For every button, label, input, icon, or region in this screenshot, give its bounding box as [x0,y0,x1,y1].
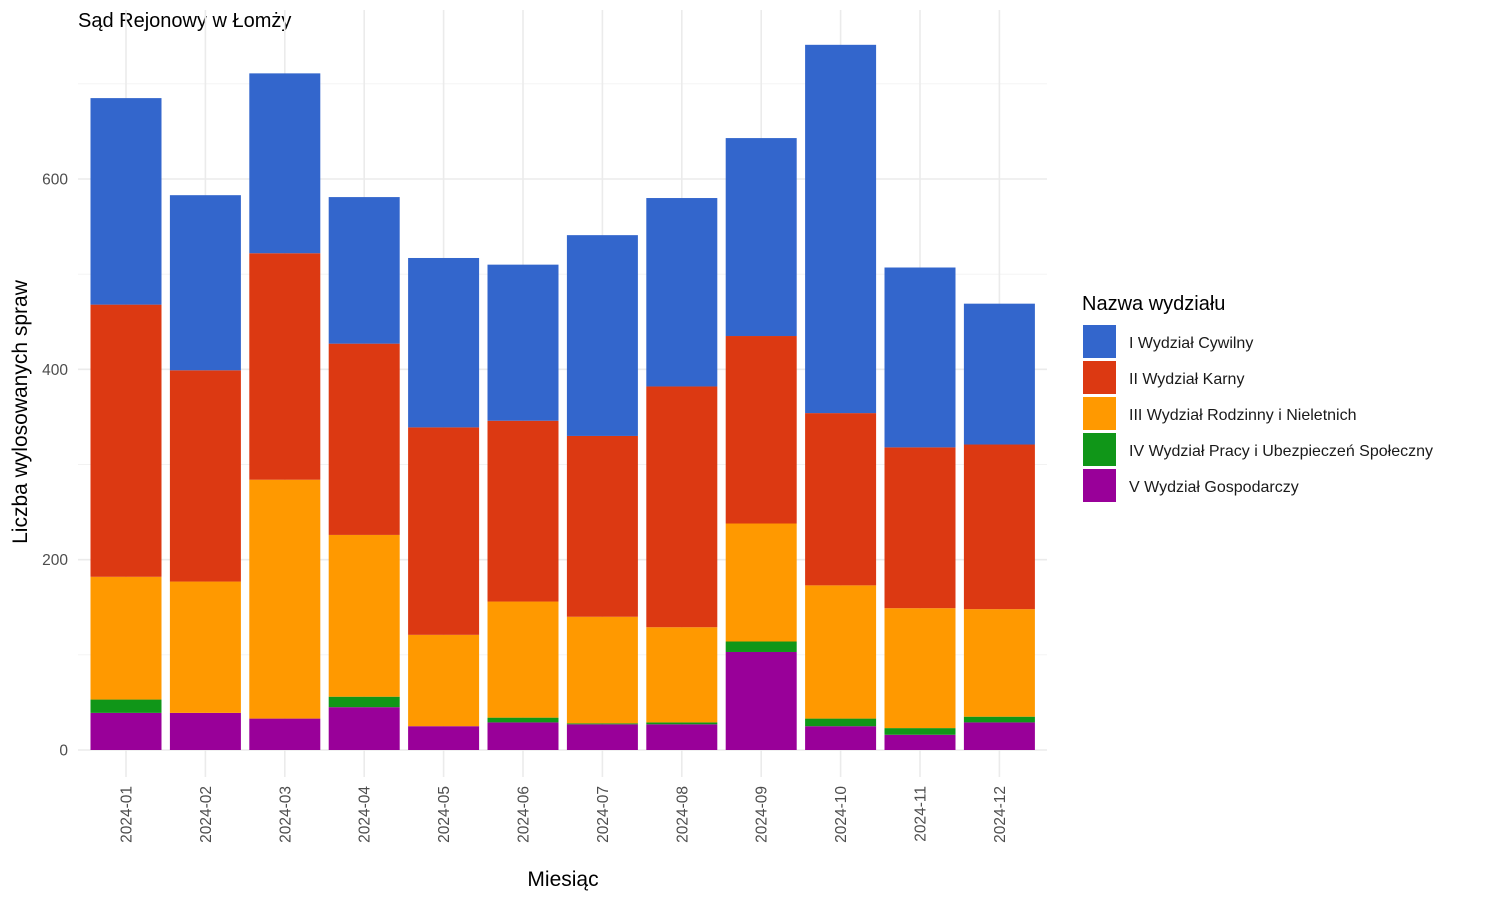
x-tick-label: 2024-04 [357,786,374,843]
bar-segment-2024-11-1 [884,728,956,735]
x-tick-label: 2024-01 [119,786,136,843]
bar-segment-2024-02-4 [169,195,241,371]
bar-segment-2024-09-1 [725,641,797,652]
bar-segment-2024-07-3 [566,435,638,617]
bars [90,44,1035,750]
bar-segment-2024-02-3 [169,370,241,582]
bar-segment-2024-06-2 [487,601,559,718]
legend-item-label: II Wydział Karny [1129,371,1244,388]
bar-segment-2024-03-0 [249,718,321,750]
bar-segment-2024-03-3 [249,253,321,480]
x-tick-label: 2024-07 [595,786,612,843]
y-tick-label: 0 [59,743,68,760]
legend-swatch [1083,361,1116,394]
bar-segment-2024-07-0 [566,724,638,750]
bar-segment-2024-09-4 [725,138,797,337]
bar-segment-2024-08-3 [646,386,718,628]
legend-swatch [1083,469,1116,502]
bar-segment-2024-05-3 [408,427,480,635]
x-tick-label: 2024-06 [516,786,533,843]
bar-segment-2024-11-4 [884,267,956,448]
bar-segment-2024-01-4 [90,98,162,305]
x-tick-label: 2024-08 [674,786,691,843]
legend-item-label: IV Wydział Pracy i Ubezpieczeń Społeczny [1129,443,1433,460]
bar-segment-2024-08-1 [646,722,718,725]
bar-segment-2024-08-2 [646,627,718,723]
bar-segment-2024-11-3 [884,447,956,609]
legend-item-label: I Wydział Cywilny [1129,335,1253,352]
bar-segment-2024-06-3 [487,420,559,602]
legend: Nazwa wydziału I Wydział Cywilny II Wydzi… [1082,293,1433,502]
x-tick-label: 2024-10 [833,786,850,843]
x-axis-ticks: 2024-01 2024-02 2024-03 2024-04 2024-05 2024-… [119,786,1009,843]
y-axis-ticks: 0 200 400 600 [42,172,68,760]
bar-segment-2024-05-2 [408,634,480,727]
x-tick-label: 2024-05 [436,786,453,843]
bar-segment-2024-04-3 [328,343,400,535]
bar-segment-2024-04-1 [328,696,400,708]
bar-segment-2024-03-2 [249,479,321,719]
y-tick-label: 400 [42,362,68,379]
bar-segment-2024-02-2 [169,581,241,713]
bar-segment-2024-07-4 [566,235,638,436]
legend-item-label: V Wydział Gospodarczy [1129,479,1299,496]
bar-segment-2024-07-1 [566,723,638,725]
bar-segment-2024-06-4 [487,264,559,421]
bar-segment-2024-10-0 [805,726,877,750]
legend-item-label: III Wydział Rodzinny i Nieletnich [1129,407,1357,424]
bar-segment-2024-12-2 [963,609,1035,717]
bar-segment-2024-10-1 [805,718,877,727]
bar-segment-2024-04-0 [328,707,400,750]
bar-segment-2024-01-3 [90,304,162,577]
x-tick-label: 2024-09 [754,786,771,843]
bar-segment-2024-05-4 [408,257,480,428]
bar-segment-2024-06-1 [487,717,559,723]
bar-segment-2024-09-3 [725,336,797,524]
bar-segment-2024-05-0 [408,726,480,750]
legend-swatch [1083,325,1116,358]
y-tick-label: 200 [42,552,68,569]
legend-swatch [1083,397,1116,430]
bar-segment-2024-12-4 [963,303,1035,445]
y-tick-label: 600 [42,172,68,189]
bar-segment-2024-10-4 [805,44,877,414]
bar-segment-2024-09-2 [725,523,797,642]
bar-segment-2024-10-3 [805,413,877,586]
x-axis-title: Miesiąc [527,868,598,891]
bar-segment-2024-06-0 [487,722,559,750]
bar-segment-2024-01-2 [90,576,162,700]
bar-segment-2024-03-4 [249,73,321,254]
x-tick-label: 2024-02 [198,786,215,843]
bar-segment-2024-10-2 [805,585,877,719]
bar-segment-2024-04-4 [328,197,400,344]
legend-title: Nazwa wydziału [1082,293,1225,315]
x-tick-label: 2024-12 [992,786,1009,843]
bar-segment-2024-12-3 [963,444,1035,610]
bar-segment-2024-11-2 [884,608,956,729]
bar-segment-2024-08-0 [646,724,718,750]
bar-segment-2024-12-1 [963,716,1035,723]
chart-title: Sąd Rejonowy w Łomży [78,10,291,32]
bar-segment-2024-09-0 [725,651,797,750]
bar-segment-2024-02-0 [169,712,241,750]
x-tick-label: 2024-11 [913,786,930,842]
x-tick-label: 2024-03 [277,786,294,843]
bar-segment-2024-04-2 [328,534,400,697]
bar-segment-2024-07-2 [566,616,638,724]
bar-segment-2024-01-0 [90,712,162,750]
legend-swatch [1083,433,1116,466]
y-axis-title: Liczba wylosowanych spraw [9,279,32,544]
bar-segment-2024-11-0 [884,734,956,750]
bar-segment-2024-08-4 [646,198,718,387]
bar-segment-2024-01-1 [90,699,162,713]
bar-segment-2024-12-0 [963,722,1035,750]
